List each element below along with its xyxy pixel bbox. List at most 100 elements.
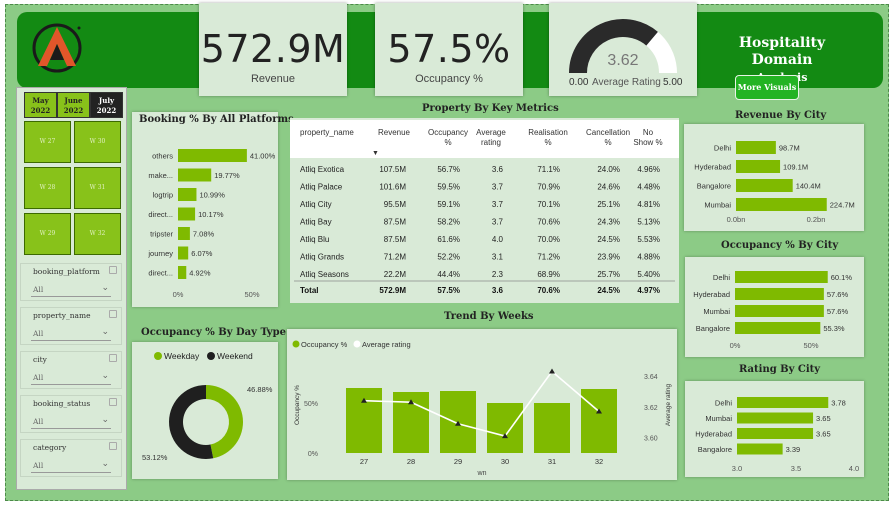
bar[interactable] — [737, 412, 814, 424]
bar[interactable] — [736, 179, 793, 192]
column-header[interactable]: % — [544, 138, 551, 147]
week-button-w29[interactable]: W 29 — [24, 213, 71, 255]
table-cell: 5.13% — [637, 218, 660, 227]
rating-gauge-fill — [569, 19, 658, 74]
bar[interactable] — [178, 188, 197, 201]
month-year: 2022 — [30, 106, 51, 115]
table-cell: 3.7 — [492, 200, 504, 209]
week-button-w31[interactable]: W 31 — [74, 167, 121, 209]
month-button-june[interactable]: June 2022 — [57, 92, 90, 118]
sort-descending-icon[interactable]: ▼ — [372, 150, 379, 157]
chevron-down-icon[interactable]: ⌄ — [101, 414, 109, 424]
month-button-may[interactable]: May 2022 — [24, 92, 57, 118]
table-cell: 95.5M — [384, 200, 407, 209]
bar[interactable] — [178, 227, 190, 240]
slicer-city[interactable]: city All ⌄ — [20, 351, 122, 389]
week-button-w28[interactable]: W 28 — [24, 167, 71, 209]
week-button-w32[interactable]: W 32 — [74, 213, 121, 255]
bar[interactable] — [735, 305, 824, 317]
category-label: Hyderabad — [694, 163, 731, 172]
trend-bar[interactable] — [534, 403, 570, 453]
slicer-booking-platform[interactable]: booking_platform All ⌄ — [20, 263, 122, 301]
table-cell: 87.5M — [384, 235, 407, 244]
column-header[interactable]: Revenue — [378, 128, 411, 137]
occupancy-card: 57.5% Occupancy % — [375, 3, 523, 96]
table-total-cell: 4.97% — [637, 286, 660, 295]
table-cell: 22.2M — [384, 270, 407, 279]
trend-bar[interactable] — [487, 403, 523, 453]
donut-slice-weekday[interactable] — [206, 385, 244, 459]
column-header[interactable]: Show % — [633, 138, 662, 147]
bar[interactable] — [178, 149, 247, 162]
column-header[interactable]: % — [444, 138, 451, 147]
data-label: 4.92% — [189, 269, 211, 278]
table-cell: 3.7 — [492, 183, 504, 192]
rating-point[interactable] — [408, 399, 414, 405]
bar[interactable] — [178, 246, 189, 260]
clear-filter-icon[interactable] — [109, 398, 117, 406]
month-button-july[interactable]: July 2022 — [90, 92, 123, 118]
legend-occupancy-marker — [292, 340, 300, 348]
chevron-down-icon[interactable]: ⌄ — [101, 458, 109, 468]
clear-filter-icon[interactable] — [109, 310, 117, 318]
clear-filter-icon[interactable] — [109, 266, 117, 274]
chevron-down-icon[interactable]: ⌄ — [101, 282, 109, 292]
bar[interactable] — [735, 322, 821, 334]
chevron-down-icon[interactable]: ⌄ — [101, 370, 109, 380]
clear-filter-icon[interactable] — [109, 354, 117, 362]
rating-point[interactable] — [502, 433, 508, 439]
category-label: direct... — [148, 269, 173, 278]
occupancy-label: Occupancy % — [415, 73, 483, 85]
right-axis-tick: 3.62 — [644, 405, 658, 412]
rating-point[interactable] — [361, 397, 367, 403]
bar[interactable] — [178, 168, 212, 182]
bar[interactable] — [178, 266, 187, 279]
bar[interactable] — [736, 141, 776, 154]
bar[interactable] — [735, 271, 828, 283]
legend-weekend-marker — [207, 352, 215, 360]
slicer-value: All — [33, 373, 44, 382]
week-button-w30[interactable]: W 30 — [74, 121, 121, 163]
column-header[interactable]: property_name — [300, 128, 354, 137]
table-cell: 5.53% — [637, 235, 660, 244]
x-tick-label: 29 — [454, 457, 462, 466]
category-label: logtrip — [153, 191, 173, 200]
column-header[interactable]: % — [604, 138, 611, 147]
slicer-underline — [31, 428, 111, 429]
data-label: 224.7M — [830, 201, 855, 210]
axis-tick-label: 0% — [173, 290, 184, 299]
column-header[interactable]: No — [643, 128, 654, 137]
column-header[interactable]: rating — [481, 138, 501, 147]
donut-slice-weekend[interactable] — [169, 385, 214, 459]
trend-bar[interactable] — [581, 389, 617, 453]
table-cell: Atliq Bay — [300, 218, 332, 227]
slicer-property-name[interactable]: property_name All ⌄ — [20, 307, 122, 345]
column-header[interactable]: Cancellation — [586, 128, 630, 137]
bar[interactable] — [178, 207, 196, 221]
slicer-booking-status[interactable]: booking_status All ⌄ — [20, 395, 122, 433]
table-total-cell: 57.5% — [437, 286, 460, 295]
bar[interactable] — [736, 198, 827, 211]
week-button-w27[interactable]: W 27 — [24, 121, 71, 163]
rating-point[interactable] — [455, 420, 461, 426]
rating-line[interactable] — [363, 370, 600, 437]
bar[interactable] — [736, 160, 781, 173]
rating-point[interactable] — [596, 408, 602, 414]
slicer-category[interactable]: category All ⌄ — [20, 439, 122, 477]
slicer-value: All — [33, 285, 44, 294]
table-cell: 4.0 — [492, 235, 504, 244]
bar[interactable] — [737, 397, 829, 408]
column-header[interactable]: Occupancy — [428, 128, 468, 137]
clear-filter-icon[interactable] — [109, 442, 117, 450]
column-header[interactable]: Realisation — [528, 128, 568, 137]
bar[interactable] — [735, 288, 824, 300]
more-visuals-button[interactable]: More Visuals — [735, 75, 799, 100]
table-cell: 71.2% — [537, 253, 560, 262]
bar[interactable] — [737, 443, 783, 455]
rating-point[interactable] — [549, 368, 555, 374]
column-header[interactable]: Average — [476, 128, 506, 137]
chevron-down-icon[interactable]: ⌄ — [101, 326, 109, 336]
table-total-cell: 3.6 — [492, 286, 504, 295]
bar[interactable] — [737, 428, 814, 439]
legend-weekday-marker — [154, 352, 162, 360]
